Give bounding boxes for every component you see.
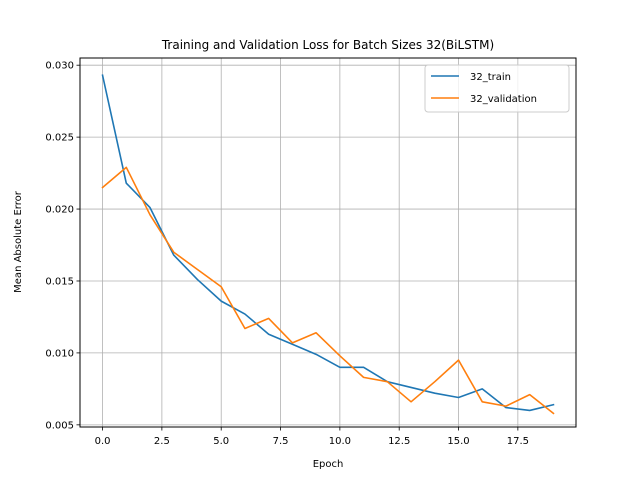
x-tick-label: 7.5 [273, 436, 289, 447]
plot-frame [79, 57, 577, 428]
x-axis-title: Epoch [313, 459, 344, 470]
legend-label-32-train: 32_train [470, 72, 511, 83]
y-axis-title: Mean Absolute Error [13, 190, 24, 293]
legend: 32_train 32_validation [424, 64, 570, 113]
y-axis-ticks: 0.005 0.010 0.015 0.020 0.025 0.030 [45, 61, 80, 431]
x-tick-label: 10.0 [329, 436, 351, 447]
x-tick-label: 17.5 [507, 436, 529, 447]
y-tick-label: 0.005 [45, 420, 74, 431]
x-tick-label: 2.5 [154, 436, 170, 447]
y-tick-label: 0.020 [45, 205, 74, 216]
x-tick-label: 5.0 [213, 436, 229, 447]
x-tick-label: 15.0 [447, 436, 469, 447]
y-tick-label: 0.010 [45, 348, 74, 359]
x-axis-ticks: 0.0 2.5 5.0 7.5 10.0 12.5 15.0 17.5 [95, 427, 529, 447]
series-lines [101, 74, 555, 415]
y-tick-label: 0.025 [45, 133, 74, 144]
series-line-32-train [101, 74, 555, 412]
x-tick-label: 12.5 [388, 436, 410, 447]
legend-box [424, 64, 570, 113]
legend-label-32-validation: 32_validation [470, 94, 537, 105]
x-tick-label: 0.0 [95, 436, 111, 447]
grid-lines [80, 58, 576, 427]
y-tick-label: 0.015 [45, 276, 74, 287]
series-line-32-validation [101, 166, 555, 415]
chart-title: Training and Validation Loss for Batch S… [161, 38, 494, 52]
y-tick-label: 0.030 [45, 61, 74, 72]
